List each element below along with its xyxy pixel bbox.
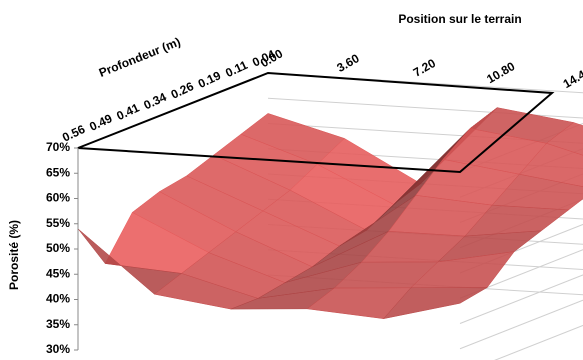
y-tick-label: 0.56: [60, 122, 87, 145]
z-tick-label: 70%: [46, 140, 70, 154]
frame: [77, 71, 555, 174]
y-tick-label: 0.41: [114, 100, 141, 123]
surface-patch: [545, 122, 583, 156]
z-tick-label: 60%: [46, 191, 70, 205]
z-tick-label: 35%: [46, 317, 70, 331]
z-tick-label: 50%: [46, 241, 70, 255]
y-axis-label: Profondeur (m): [97, 35, 183, 80]
y-tick-label: 0.49: [87, 111, 114, 134]
y-tick-label: 0.19: [196, 68, 223, 91]
z-tick-label: 30%: [46, 342, 70, 356]
y-tick-label: 0.26: [169, 79, 196, 102]
x-tick-label: 3.60: [334, 51, 362, 75]
surface-patch: [382, 287, 489, 320]
z-tick-label: 65%: [46, 165, 70, 179]
y-tick-label: 0.34: [142, 90, 169, 113]
x-axis-label: Position sur le terrain: [398, 12, 521, 26]
x-tick-label: 10.80: [484, 59, 517, 86]
z-tick-label: 55%: [46, 216, 70, 230]
z-tick-label: 45%: [46, 266, 70, 280]
y-tick-label: 0.11: [223, 58, 250, 80]
x-tick-label: 7.20: [411, 56, 439, 80]
z-tick-label: 40%: [46, 292, 70, 306]
x-tick-label: 14.40: [561, 64, 583, 91]
z-axis-label: Porosité (%): [7, 220, 21, 290]
